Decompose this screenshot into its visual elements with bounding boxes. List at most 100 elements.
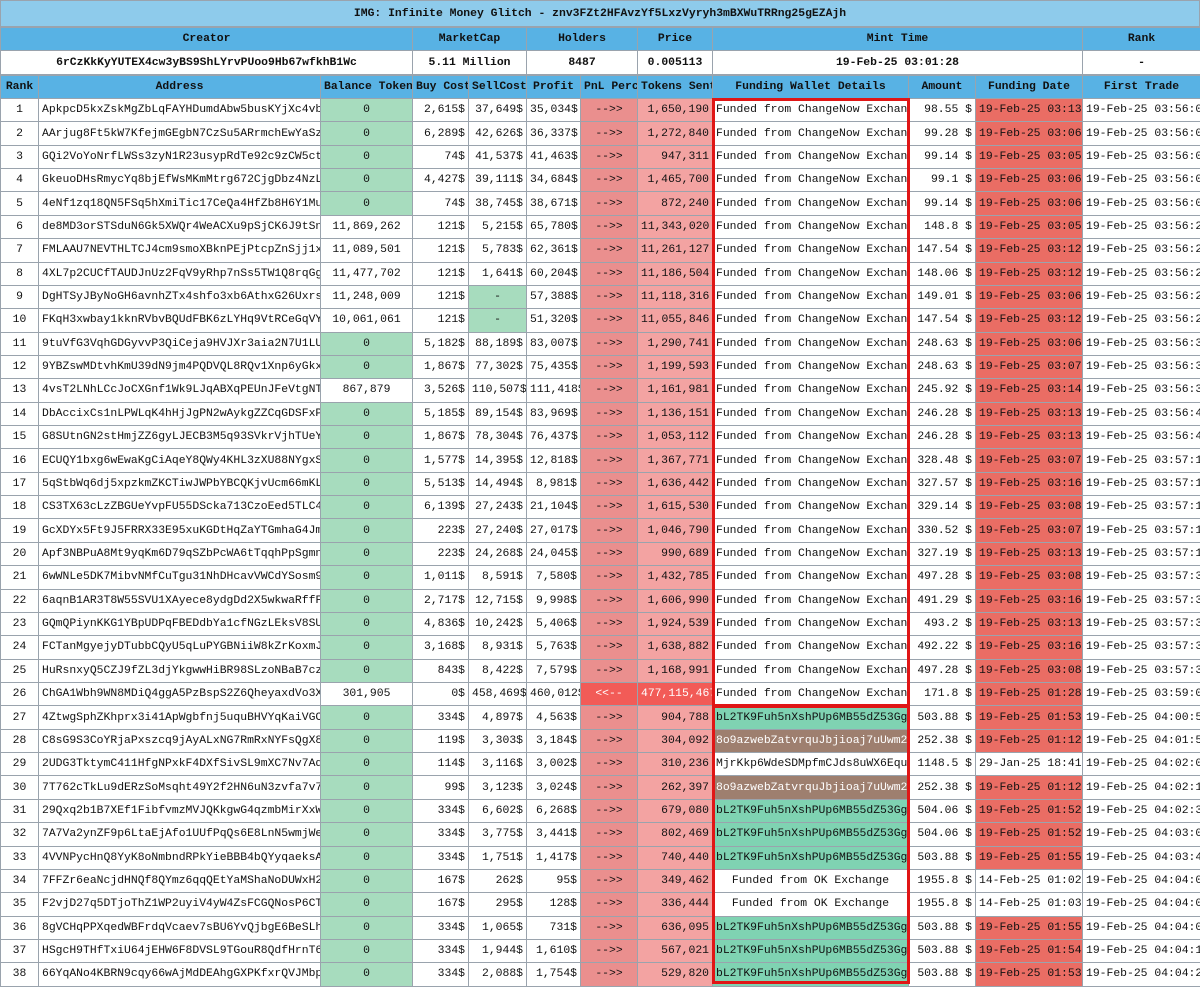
first-trade-cell: 19-Feb-25 03:57:36 xyxy=(1083,659,1200,682)
balance-tokens-cell: 0 xyxy=(321,636,413,659)
pnl-perc-cell: -->> xyxy=(581,169,638,192)
funding-wallet-cell: Funded from ChangeNow Exchange xyxy=(713,659,909,682)
first-trade-cell: 19-Feb-25 04:04:15 xyxy=(1083,939,1200,962)
summary-value-row: 6rCzKkKyYUTEX4cw3yBS9ShLYrvPUoo9Hb67wfkh… xyxy=(1,51,1200,75)
balance-tokens-cell: 0 xyxy=(321,542,413,565)
first-trade-cell: 19-Feb-25 03:59:04 xyxy=(1083,682,1200,705)
funding-wallet-cell: Funded from ChangeNow Exchange xyxy=(713,192,909,215)
balance-tokens-cell: 0 xyxy=(321,355,413,378)
pnl-perc-cell: <<-- xyxy=(581,682,638,705)
pnl-perc-cell: -->> xyxy=(581,566,638,589)
profit-cell: 36,337$ xyxy=(527,122,581,145)
funding-date-cell: 19-Feb-25 03:13 xyxy=(976,99,1083,122)
tokens-sent-cell: 1,136,151 xyxy=(638,402,713,425)
tokens-sent-cell: 477,115,467 xyxy=(638,682,713,705)
funding-date-cell: 19-Feb-25 01:53 xyxy=(976,963,1083,986)
tokens-sent-cell: 567,021 xyxy=(638,939,713,962)
rank-cell: 12 xyxy=(1,355,39,378)
balance-tokens-cell: 10,061,061 xyxy=(321,309,413,332)
pnl-perc-cell: -->> xyxy=(581,285,638,308)
funding-date-cell: 19-Feb-25 03:05 xyxy=(976,145,1083,168)
sell-cost-cell: 24,268$ xyxy=(469,542,527,565)
address-cell: 29Qxq2b1B7XEf1FibfvmzMVJQKkgwG4qzmbMirXx… xyxy=(39,799,321,822)
amount-cell: 148.06 $ xyxy=(909,262,976,285)
sell-cost-cell: 3,123$ xyxy=(469,776,527,799)
address-cell: GcXDYx5Ft9J5FRRX33E95xuKGDtHqZaYTGmhaG4J… xyxy=(39,519,321,542)
profit-cell: 4,563$ xyxy=(527,706,581,729)
funding-date-cell: 19-Feb-25 01:53 xyxy=(976,706,1083,729)
funding-wallet-cell: Funded from ChangeNow Exchange xyxy=(713,589,909,612)
amount-cell: 327.19 $ xyxy=(909,542,976,565)
summary-header: MarketCap xyxy=(413,28,527,51)
rank-cell: 27 xyxy=(1,706,39,729)
tokens-sent-cell: 1,465,700 xyxy=(638,169,713,192)
rank-cell: 6 xyxy=(1,215,39,238)
profit-cell: 5,406$ xyxy=(527,612,581,635)
buy-cost-cell: 121$ xyxy=(413,239,469,262)
address-cell: HuRsnxyQ5CZJ9fZL3djYkgwwHiBR98SLzoNBaB7c… xyxy=(39,659,321,682)
profit-cell: 1,417$ xyxy=(527,846,581,869)
first-trade-cell: 19-Feb-25 04:03:03 xyxy=(1083,823,1200,846)
first-trade-cell: 19-Feb-25 03:57:13 xyxy=(1083,542,1200,565)
pnl-perc-cell: -->> xyxy=(581,519,638,542)
sell-cost-cell: 1,944$ xyxy=(469,939,527,962)
rank-cell: 20 xyxy=(1,542,39,565)
address-cell: 4eNf1zq18QN5FSq5hXmiTic17CeQa4HfZb8H6Y1M… xyxy=(39,192,321,215)
profit-cell: 60,204$ xyxy=(527,262,581,285)
buy-cost-cell: 121$ xyxy=(413,285,469,308)
amount-cell: 171.8 $ xyxy=(909,682,976,705)
profit-cell: 9,998$ xyxy=(527,589,581,612)
profit-cell: 3,441$ xyxy=(527,823,581,846)
sell-cost-cell: 1,641$ xyxy=(469,262,527,285)
amount-cell: 246.28 $ xyxy=(909,402,976,425)
pnl-perc-cell: -->> xyxy=(581,916,638,939)
column-header: Buy Cost xyxy=(413,76,469,99)
amount-cell: 504.06 $ xyxy=(909,823,976,846)
pnl-perc-cell: -->> xyxy=(581,963,638,986)
amount-cell: 99.14 $ xyxy=(909,192,976,215)
profit-cell: 8,981$ xyxy=(527,472,581,495)
address-cell: FKqH3xwbay1kknRVbvBQUdFBK6zLYHq9VtRCeGqV… xyxy=(39,309,321,332)
rank-cell: 24 xyxy=(1,636,39,659)
balance-tokens-cell: 11,089,501 xyxy=(321,239,413,262)
funding-date-cell: 14-Feb-25 01:03 xyxy=(976,893,1083,916)
balance-tokens-cell: 0 xyxy=(321,519,413,542)
funding-wallet-cell: Funded from ChangeNow Exchange xyxy=(713,215,909,238)
first-trade-cell: 19-Feb-25 03:56:27 xyxy=(1083,215,1200,238)
rank-cell: 7 xyxy=(1,239,39,262)
balance-tokens-cell: 0 xyxy=(321,612,413,635)
balance-tokens-cell: 0 xyxy=(321,706,413,729)
pnl-perc-cell: -->> xyxy=(581,612,638,635)
tokens-sent-cell: 1,432,785 xyxy=(638,566,713,589)
rank-cell: 10 xyxy=(1,309,39,332)
rank-cell: 2 xyxy=(1,122,39,145)
tokens-sent-cell: 904,788 xyxy=(638,706,713,729)
summary-header: Price xyxy=(638,28,713,51)
pnl-perc-cell: -->> xyxy=(581,122,638,145)
profit-cell: 128$ xyxy=(527,893,581,916)
funding-date-cell: 19-Feb-25 03:13 xyxy=(976,542,1083,565)
balance-tokens-cell: 0 xyxy=(321,332,413,355)
sell-cost-cell: 88,189$ xyxy=(469,332,527,355)
amount-cell: 246.28 $ xyxy=(909,426,976,449)
funding-date-cell: 19-Feb-25 03:16 xyxy=(976,589,1083,612)
profit-cell: 24,045$ xyxy=(527,542,581,565)
profit-cell: 3,024$ xyxy=(527,776,581,799)
profit-cell: 27,017$ xyxy=(527,519,581,542)
funding-date-cell: 19-Feb-25 03:08 xyxy=(976,659,1083,682)
first-trade-cell: 19-Feb-25 04:03:47 xyxy=(1083,846,1200,869)
balance-tokens-cell: 0 xyxy=(321,753,413,776)
funding-date-cell: 19-Feb-25 01:55 xyxy=(976,916,1083,939)
sell-cost-cell: 89,154$ xyxy=(469,402,527,425)
first-trade-cell: 19-Feb-25 03:57:12 xyxy=(1083,496,1200,519)
address-cell: GQi2VoYoNrfLWSs3zyN1R23usypRdTe92c9zCW5c… xyxy=(39,145,321,168)
amount-cell: 503.88 $ xyxy=(909,846,976,869)
profit-cell: 7,579$ xyxy=(527,659,581,682)
funding-wallet-cell: Funded from ChangeNow Exchange xyxy=(713,332,909,355)
